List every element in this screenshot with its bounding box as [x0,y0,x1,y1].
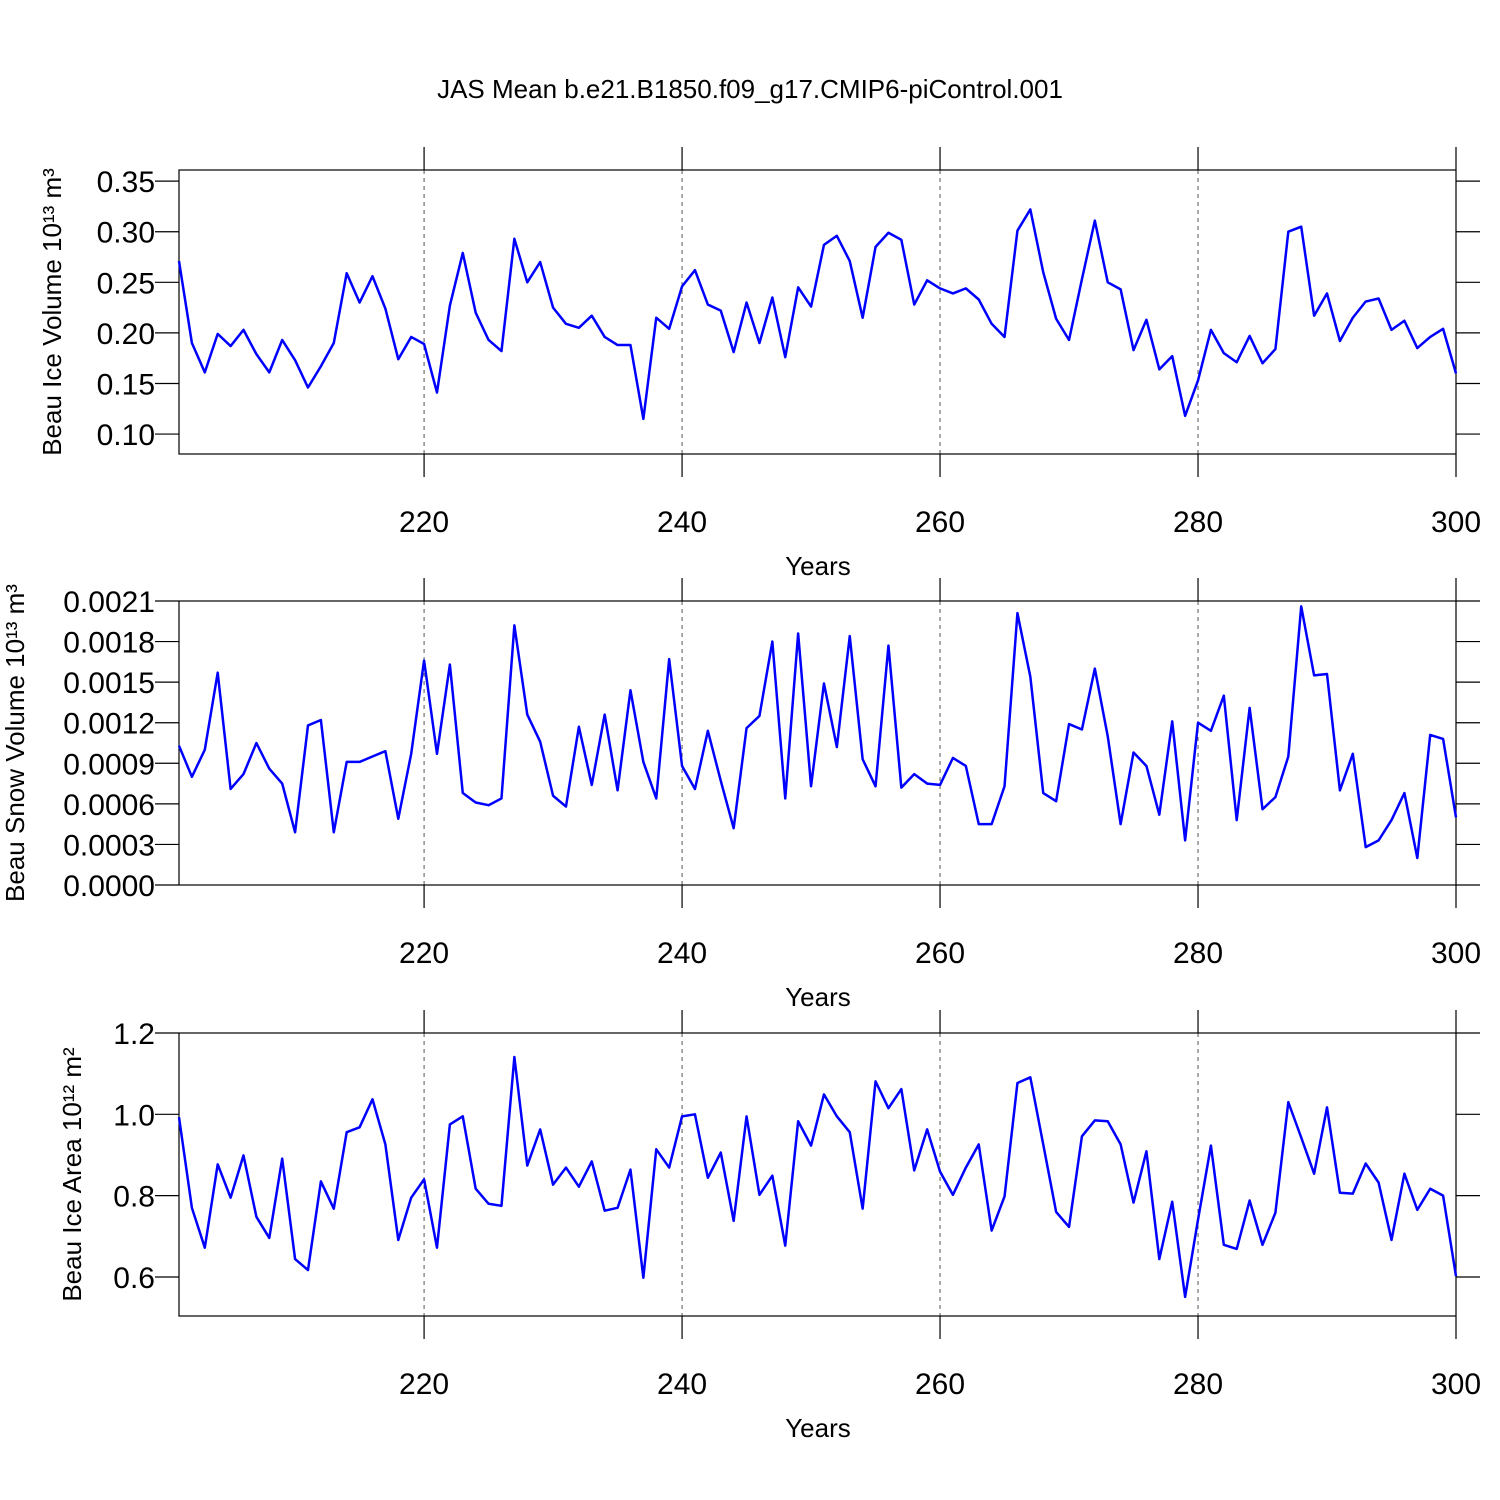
y-tick-label: 0.6 [113,1262,155,1295]
x-axis-label: Years [785,551,851,581]
y-tick-label: 0.0009 [63,748,155,781]
x-tick-label: 240 [657,506,707,539]
plot-frame [178,600,1457,886]
y-tick-label: 0.0006 [63,789,155,822]
data-line [177,208,1458,421]
x-tick-label: 260 [915,506,965,539]
y-axis-label: Beau Ice Area 10¹² m² [57,1047,87,1302]
y-axis-label: Beau Snow Volume 10¹³ m³ [0,584,30,902]
y-tick-label: 1.0 [113,1099,155,1132]
y-tick-label: 0.0003 [63,829,155,862]
y-tick-label: 0.35 [97,166,155,199]
plot-frame [178,1032,1457,1317]
y-tick-label: 0.0015 [63,667,155,700]
x-tick-label: 280 [1173,506,1223,539]
x-tick-label: 280 [1173,937,1223,970]
y-tick-label: 0.0021 [63,586,155,619]
x-axis-label: Years [785,982,851,1012]
x-tick-label: 280 [1173,1368,1223,1401]
y-tick-label: 0.30 [97,217,155,250]
x-tick-label: 220 [399,937,449,970]
y-tick-label: 0.0018 [63,627,155,660]
y-tick-label: 0.10 [97,419,155,452]
x-tick-label: 240 [657,937,707,970]
x-tick-label: 300 [1431,937,1481,970]
y-tick-label: 0.8 [113,1181,155,1214]
x-tick-label: 260 [915,937,965,970]
y-tick-label: 1.2 [113,1018,155,1051]
data-line [177,1055,1458,1299]
x-tick-label: 220 [399,1368,449,1401]
plot-frame [178,169,1457,455]
y-tick-label: 0.25 [97,267,155,300]
x-tick-label: 260 [915,1368,965,1401]
y-tick-label: 0.0000 [63,870,155,903]
y-tick-label: 0.0012 [63,708,155,741]
x-axis-label: Years [785,1413,851,1443]
x-tick-label: 220 [399,506,449,539]
y-axis-label: Beau Ice Volume 10¹³ m³ [37,168,67,456]
data-line [177,605,1458,860]
x-tick-label: 300 [1431,506,1481,539]
y-tick-label: 0.20 [97,318,155,351]
x-tick-label: 240 [657,1368,707,1401]
figure-title: JAS Mean b.e21.B1850.f09_g17.CMIP6-piCon… [437,74,1063,104]
x-tick-label: 300 [1431,1368,1481,1401]
y-tick-label: 0.15 [97,368,155,401]
